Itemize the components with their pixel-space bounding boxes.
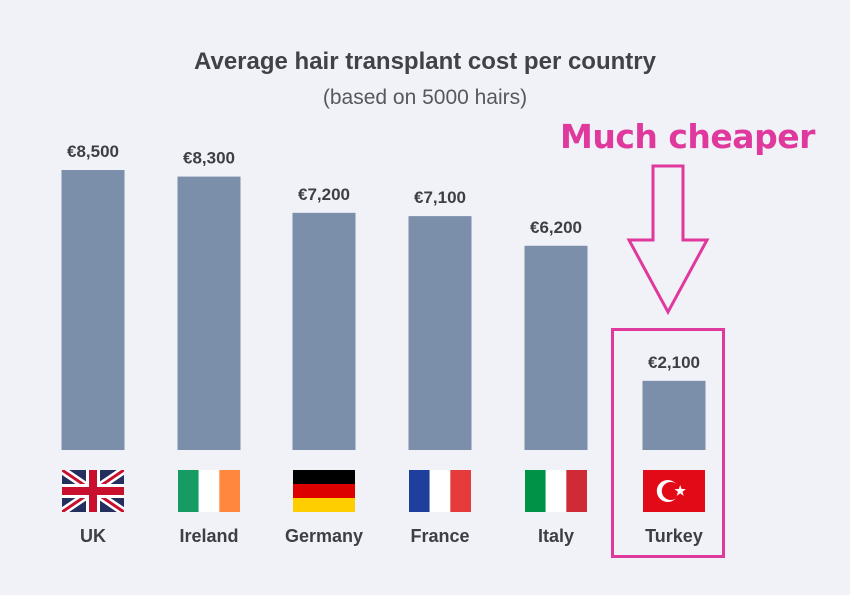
- annotation-arrow: [626, 164, 710, 316]
- italy-flag-icon: [525, 470, 587, 512]
- chart-title: Average hair transplant cost per country: [194, 48, 656, 75]
- annotation-label: Much cheaper: [560, 117, 815, 156]
- category-label-france: France: [410, 526, 469, 546]
- value-label-uk: €8,500: [67, 142, 119, 161]
- ireland-flag-icon: [178, 470, 240, 512]
- value-label-italy: €6,200: [530, 218, 582, 237]
- turkey-flag-icon: [643, 470, 705, 512]
- bar-france: [408, 216, 472, 450]
- value-label-france: €7,100: [414, 188, 466, 207]
- category-label-germany: Germany: [285, 526, 363, 546]
- bar-uk: [61, 170, 125, 450]
- bar-germany: [292, 212, 356, 450]
- bar-italy: [524, 245, 588, 450]
- bar-ireland: [177, 176, 241, 450]
- germany-flag-icon: [293, 470, 355, 512]
- uk-flag-icon: [62, 470, 124, 512]
- value-label-ireland: €8,300: [183, 149, 235, 168]
- turkey-highlight-box: [611, 328, 725, 558]
- category-label-turkey: Turkey: [645, 526, 703, 546]
- france-flag-icon: [409, 470, 471, 512]
- bar-turkey: [642, 380, 706, 450]
- value-label-germany: €7,200: [298, 185, 350, 204]
- chart-subtitle: (based on 5000 hairs): [322, 86, 528, 109]
- value-label-turkey: €2,100: [648, 353, 700, 372]
- category-label-italy: Italy: [538, 526, 574, 546]
- category-label-ireland: Ireland: [179, 526, 238, 546]
- category-label-uk: UK: [80, 526, 106, 546]
